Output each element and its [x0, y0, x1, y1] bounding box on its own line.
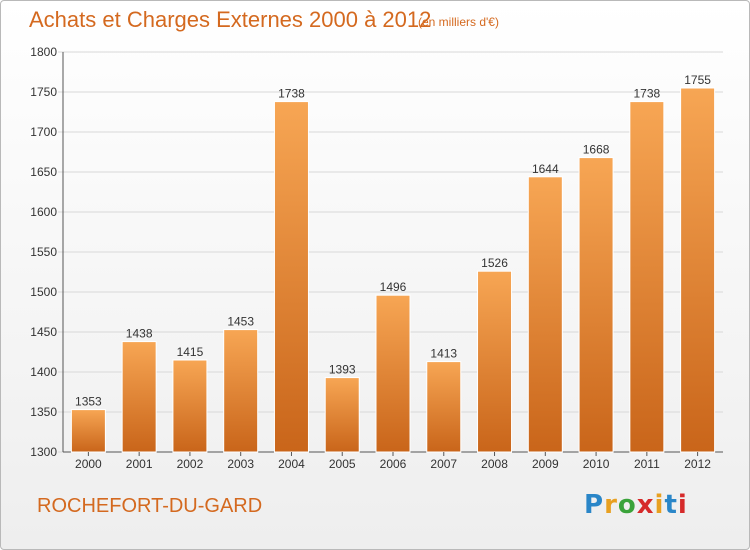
bar-2005[interactable]: [324, 377, 360, 453]
x-tick-label-2002: 2002: [177, 457, 204, 471]
y-tick-label: 1650: [30, 165, 57, 179]
data-label-2006: 1496: [380, 280, 407, 294]
bar-2010[interactable]: [578, 157, 614, 453]
data-label-2008: 1526: [481, 256, 508, 270]
chart-title: Achats et Charges Externes 2000 à 2012: [29, 7, 432, 32]
bar-2001[interactable]: [121, 341, 157, 453]
y-tick-label: 1300: [30, 445, 57, 459]
y-tick-label: 1550: [30, 245, 57, 259]
bar-2011[interactable]: [629, 101, 665, 453]
bar-2008[interactable]: [477, 270, 513, 453]
data-label-2009: 1644: [532, 162, 559, 176]
x-tick-label-2010: 2010: [583, 457, 610, 471]
logo-letter: o: [617, 490, 637, 520]
x-tick-label-2006: 2006: [380, 457, 407, 471]
bar-2004[interactable]: [273, 101, 309, 453]
y-tick-labels: 1300 1350 1400 1450 1500 1550 1600 1650 1700 1750…: [30, 45, 57, 459]
bar-2000[interactable]: [70, 409, 106, 453]
data-labels: 1353 1438 1415 1453 1738 1393 1496 1413 1526 1644…: [75, 73, 711, 409]
data-label-2007: 1413: [430, 347, 457, 361]
data-label-2010: 1668: [583, 143, 610, 157]
proxiti-logo[interactable]: Proxiti: [584, 490, 688, 520]
data-label-2002: 1415: [177, 345, 204, 359]
x-tick-label-2012: 2012: [684, 457, 711, 471]
logo-letter: P: [584, 490, 605, 520]
x-tick-label-2005: 2005: [329, 457, 356, 471]
x-tick-label-2008: 2008: [481, 457, 508, 471]
y-tick-label: 1350: [30, 405, 57, 419]
y-tick-label: 1750: [30, 85, 57, 99]
y-tick-label: 1600: [30, 205, 57, 219]
x-tick-label-2004: 2004: [278, 457, 305, 471]
data-label-2001: 1438: [126, 327, 153, 341]
bar-2009[interactable]: [527, 176, 563, 453]
logo-letter: t: [664, 490, 678, 520]
x-tick-label-2007: 2007: [430, 457, 457, 471]
logo-letter: r: [604, 490, 618, 520]
bar-2012[interactable]: [680, 87, 716, 453]
x-tick-label-2003: 2003: [227, 457, 254, 471]
x-tick-label-2009: 2009: [532, 457, 559, 471]
x-tick-label-2011: 2011: [634, 457, 660, 471]
data-label-2012: 1755: [684, 73, 711, 87]
city-name: ROCHEFORT-DU-GARD: [37, 495, 263, 517]
data-label-2004: 1738: [278, 87, 305, 101]
logo-letter: i: [654, 490, 665, 520]
data-label-2011: 1738: [633, 87, 660, 101]
data-label-2005: 1393: [329, 363, 356, 377]
y-tick-label: 1500: [30, 285, 57, 299]
data-label-2003: 1453: [227, 315, 254, 329]
bars: [70, 87, 716, 453]
bar-2002[interactable]: [172, 359, 208, 453]
bar-2007[interactable]: [426, 361, 462, 453]
x-tick-label-2000: 2000: [75, 457, 102, 471]
x-tick-label-2001: 2001: [126, 457, 153, 471]
x-tick-labels: 2000 2001 2002 2003 2004 2005 2006 2007 2008 2009…: [75, 452, 711, 471]
y-tick-label: 1700: [30, 125, 57, 139]
y-tick-label: 1450: [30, 325, 57, 339]
chart-unit-label: (en milliers d'€): [418, 15, 499, 29]
data-label-2000: 1353: [75, 395, 102, 409]
y-tick-label: 1400: [30, 365, 57, 379]
y-tick-label: 1800: [30, 45, 57, 59]
logo-letter: x: [636, 490, 655, 520]
bar-2003[interactable]: [223, 329, 259, 453]
logo-letter: i: [677, 490, 688, 520]
bar-2006[interactable]: [375, 294, 411, 453]
